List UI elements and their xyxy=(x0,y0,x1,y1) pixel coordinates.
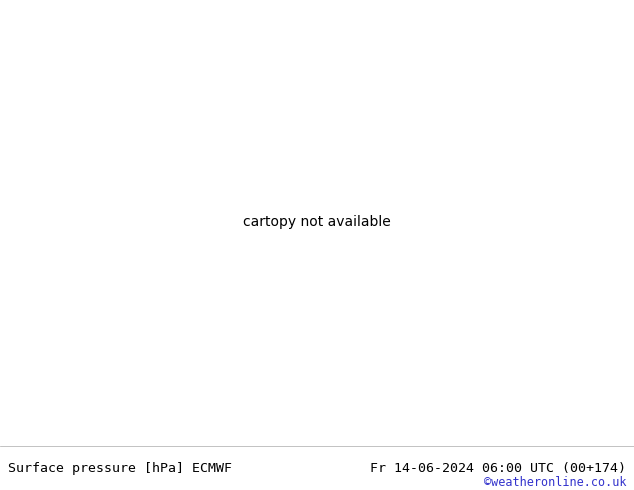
Text: ©weatheronline.co.uk: ©weatheronline.co.uk xyxy=(484,476,626,489)
Text: Fr 14-06-2024 06:00 UTC (00+174): Fr 14-06-2024 06:00 UTC (00+174) xyxy=(370,462,626,475)
Text: cartopy not available: cartopy not available xyxy=(243,216,391,229)
Text: Surface pressure [hPa] ECMWF: Surface pressure [hPa] ECMWF xyxy=(8,462,231,475)
